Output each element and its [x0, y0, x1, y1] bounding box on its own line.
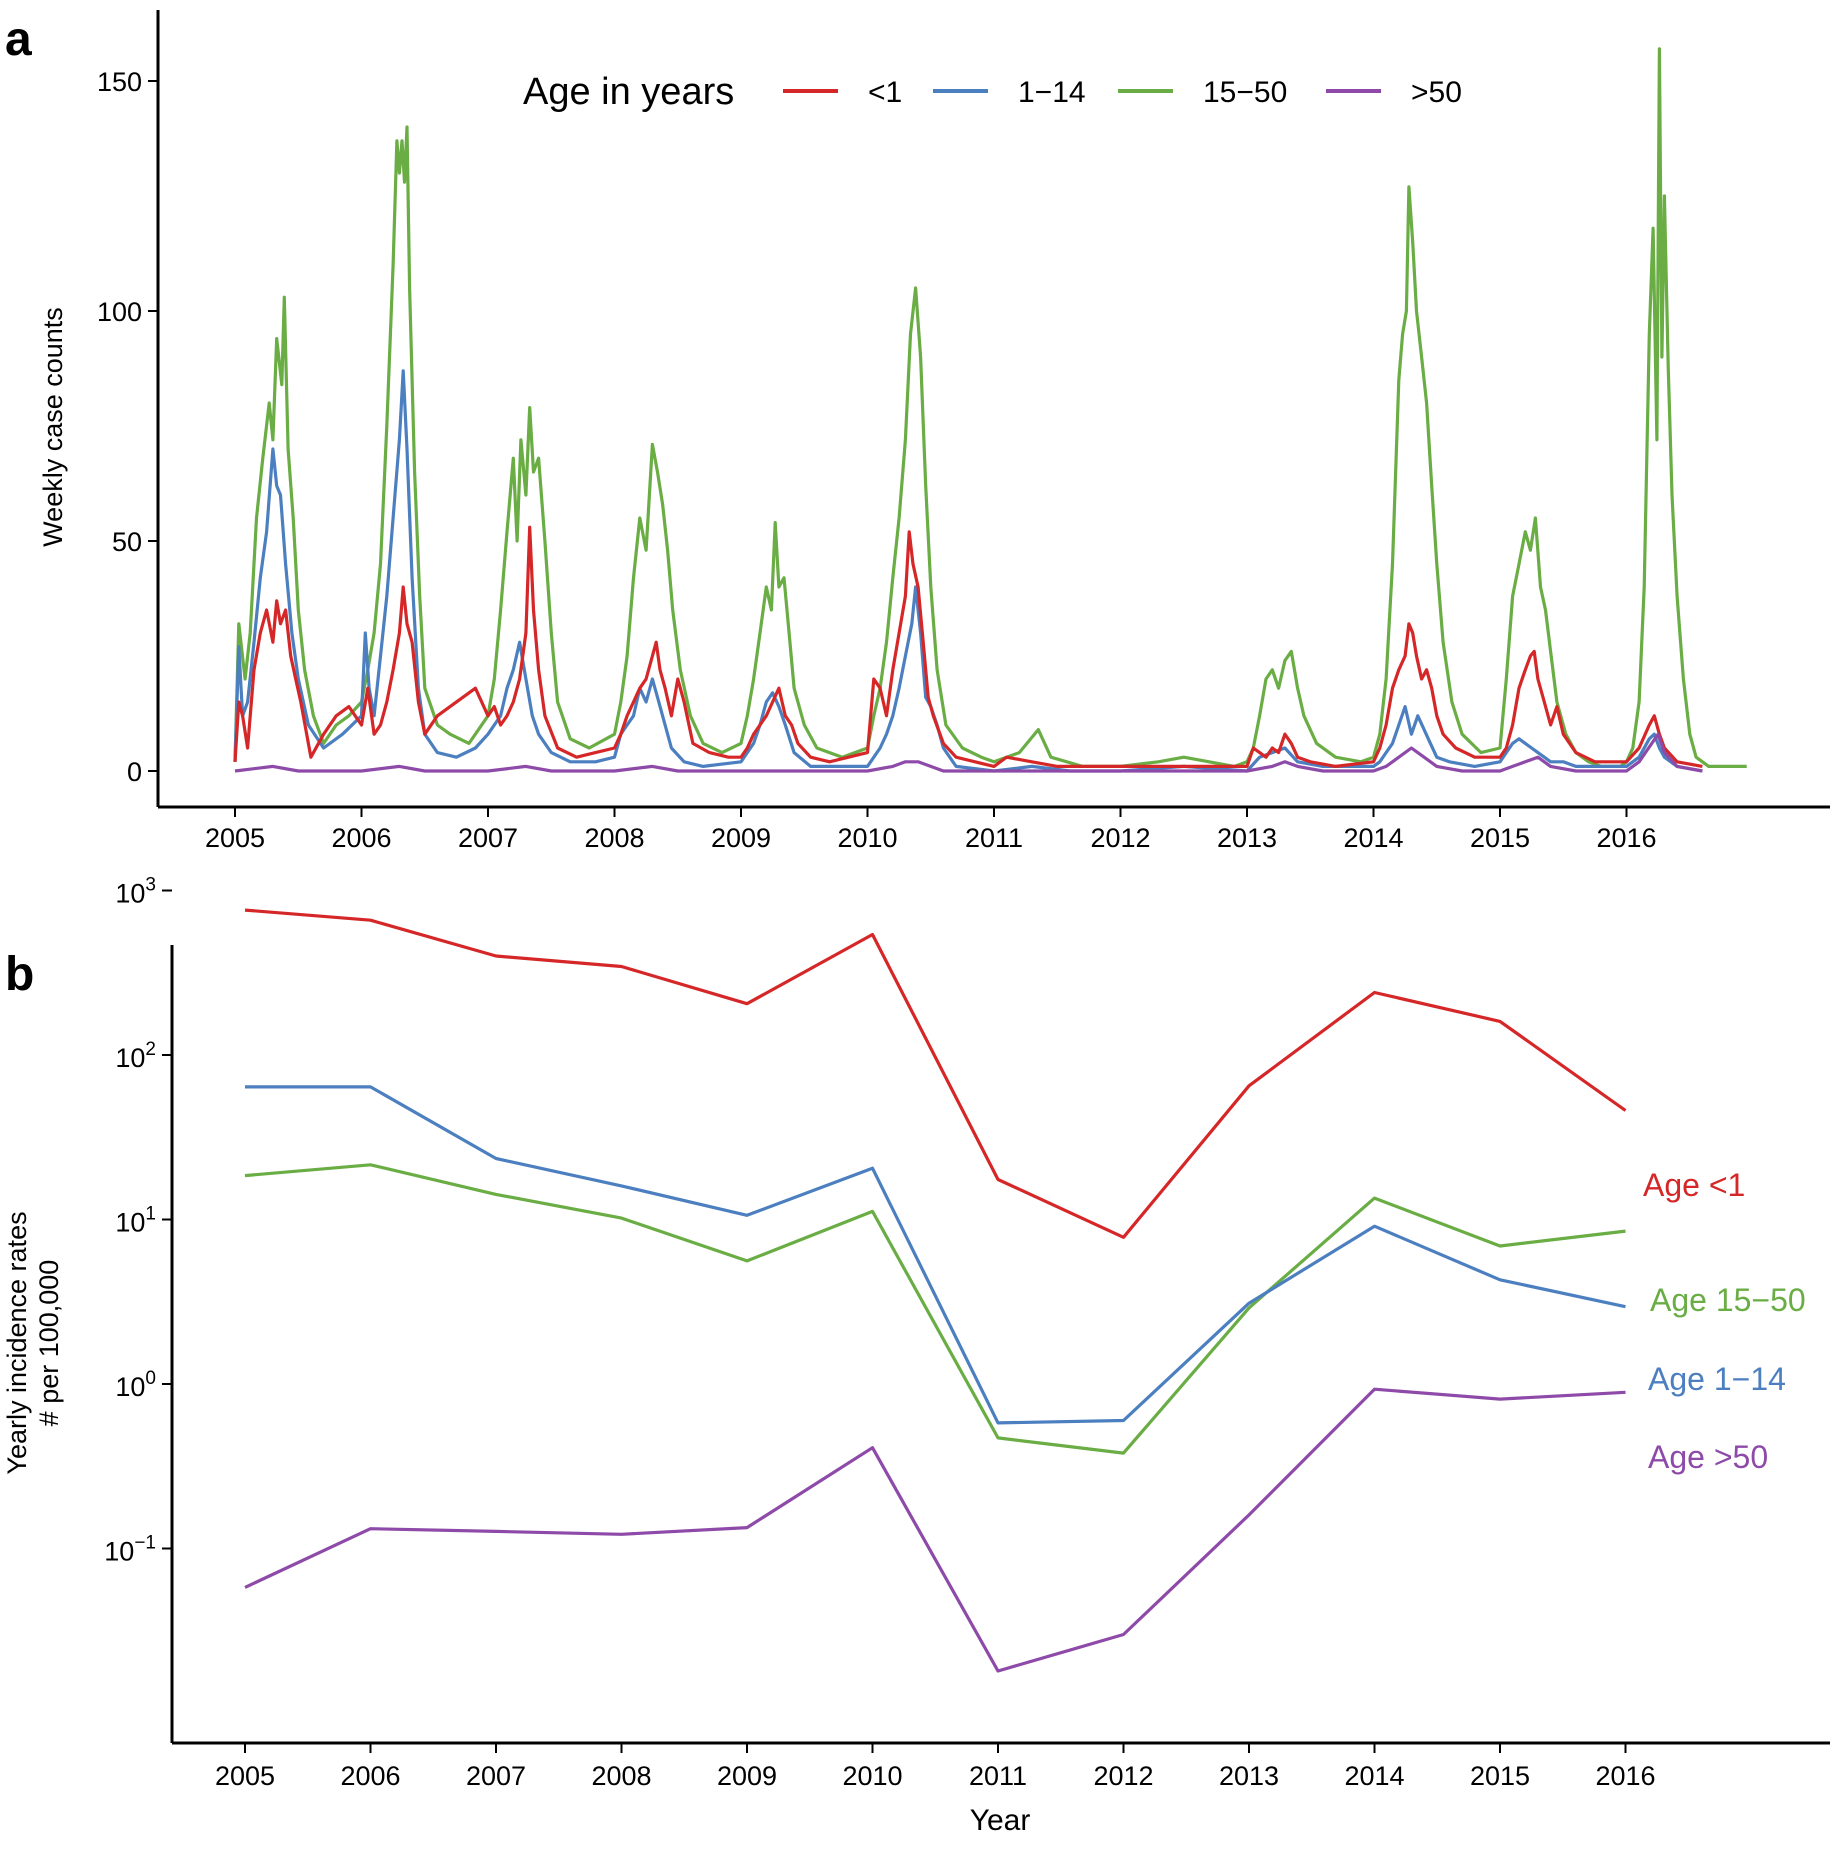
- panel-a-weekly-case-counts: 0 50 100 150 2005 2006 2007 2008 2009 2010 2011 201…: [38, 10, 1830, 853]
- series-line-gt50: [234, 732, 1703, 773]
- panel-a-x-tick-label: 2007: [458, 823, 518, 853]
- legend-label-1to14: 1−14: [1018, 76, 1086, 109]
- panel-b-y-axis-label-line1: Yearly incidence rates: [2, 1211, 32, 1474]
- legend-label-15to50: 15−50: [1203, 76, 1287, 109]
- panel-b-x-tick-label: 2013: [1219, 1761, 1279, 1791]
- panel-b-x-tick-label: 2009: [717, 1761, 777, 1791]
- panel-b-x-tick-label: 2008: [591, 1761, 651, 1791]
- panel-a-x-tick-label: 2006: [331, 823, 391, 853]
- legend-label-lt1: <1: [868, 76, 902, 109]
- panel-b-x-tick-label: 2015: [1470, 1761, 1530, 1791]
- panel-b-y-tick-label: 101: [115, 1204, 156, 1238]
- panel-b-x-axis-label: Year: [970, 1804, 1031, 1837]
- series-label-gt50: Age >50: [1648, 1439, 1768, 1475]
- panel-b-x-tick-label: 2007: [466, 1761, 526, 1791]
- panel-b-series-labels: Age <1 Age 15−50 Age 1−14 Age >50: [1643, 1167, 1806, 1475]
- panel-a-series: [233, 47, 1747, 773]
- panel-b-x-tick-label: 2010: [842, 1761, 902, 1791]
- panel-b-y-tick-label: 103: [115, 875, 156, 909]
- panel-b-x-tick-label: 2005: [215, 1761, 275, 1791]
- panel-a-x-tick-label: 2010: [837, 823, 897, 853]
- panel-a-x-tick-label: 2016: [1596, 823, 1656, 853]
- series-line-b-1to14: [245, 1085, 1626, 1425]
- panel-label-b: b: [5, 948, 34, 1001]
- panel-b-axes: 103 102 101 100 10−1 2005 2006 2007 2008 2009 2010…: [104, 875, 1830, 1791]
- panel-a-x-tick-label: 2005: [205, 823, 265, 853]
- legend-title: Age in years: [523, 71, 734, 113]
- series-line-b-15to50: [244, 1163, 1626, 1455]
- panel-a-x-tick-label: 2009: [711, 823, 771, 853]
- series-line-15to50: [233, 47, 1747, 768]
- panel-a-y-tick-label: 100: [97, 297, 142, 327]
- panel-a-axes: 0 50 100 150 2005 2006 2007 2008 2009 2010 2011 201…: [97, 10, 1830, 853]
- panel-a-y-tick-label: 150: [97, 67, 142, 97]
- panel-b-x-tick-label: 2012: [1093, 1761, 1153, 1791]
- panel-b-x-tick-label: 2014: [1344, 1761, 1404, 1791]
- panel-b-y-tick-label: 100: [115, 1368, 156, 1402]
- legend-label-gt50: >50: [1411, 76, 1462, 109]
- panel-b-y-axis-label-line2: # per 100,000: [34, 1260, 64, 1427]
- panel-a-x-tick-label: 2013: [1217, 823, 1277, 853]
- panel-a-x-tick-label: 2011: [965, 823, 1023, 853]
- panel-b-y-tick-label: 10−1: [104, 1533, 156, 1567]
- panel-a-x-tick-label: 2012: [1090, 823, 1150, 853]
- panel-b-x-tick-label: 2006: [340, 1761, 400, 1791]
- panel-a-legend: Age in years <1 1−14 15−50 >50: [523, 71, 1462, 113]
- panel-b-y-tick-label: 102: [115, 1039, 156, 1073]
- panel-a-x-tick-label: 2014: [1343, 823, 1403, 853]
- panel-a-y-axis-label: Weekly case counts: [38, 307, 68, 547]
- panel-a-x-tick-label: 2008: [584, 823, 644, 853]
- panel-a-y-tick-label: 50: [112, 527, 142, 557]
- panel-b-x-tick-label: 2016: [1595, 1761, 1655, 1791]
- series-line-1to14: [233, 369, 1703, 773]
- series-label-1to14: Age 1−14: [1648, 1361, 1786, 1397]
- panel-b-x-tick-label: 2011: [969, 1761, 1027, 1791]
- series-label-lt1: Age <1: [1643, 1167, 1745, 1203]
- panel-a-y-tick-label: 0: [127, 757, 142, 787]
- series-line-lt1: [233, 525, 1703, 768]
- panel-label-a: a: [5, 13, 32, 66]
- panel-b-series: [244, 908, 1627, 1673]
- panel-b-yearly-incidence: 103 102 101 100 10−1 2005 2006 2007 2008 2009 2010…: [2, 875, 1830, 1837]
- series-label-15to50: Age 15−50: [1650, 1282, 1806, 1318]
- series-line-b-lt1: [244, 908, 1627, 1239]
- series-line-b-gt50: [244, 1387, 1626, 1673]
- panel-a-x-tick-label: 2015: [1470, 823, 1530, 853]
